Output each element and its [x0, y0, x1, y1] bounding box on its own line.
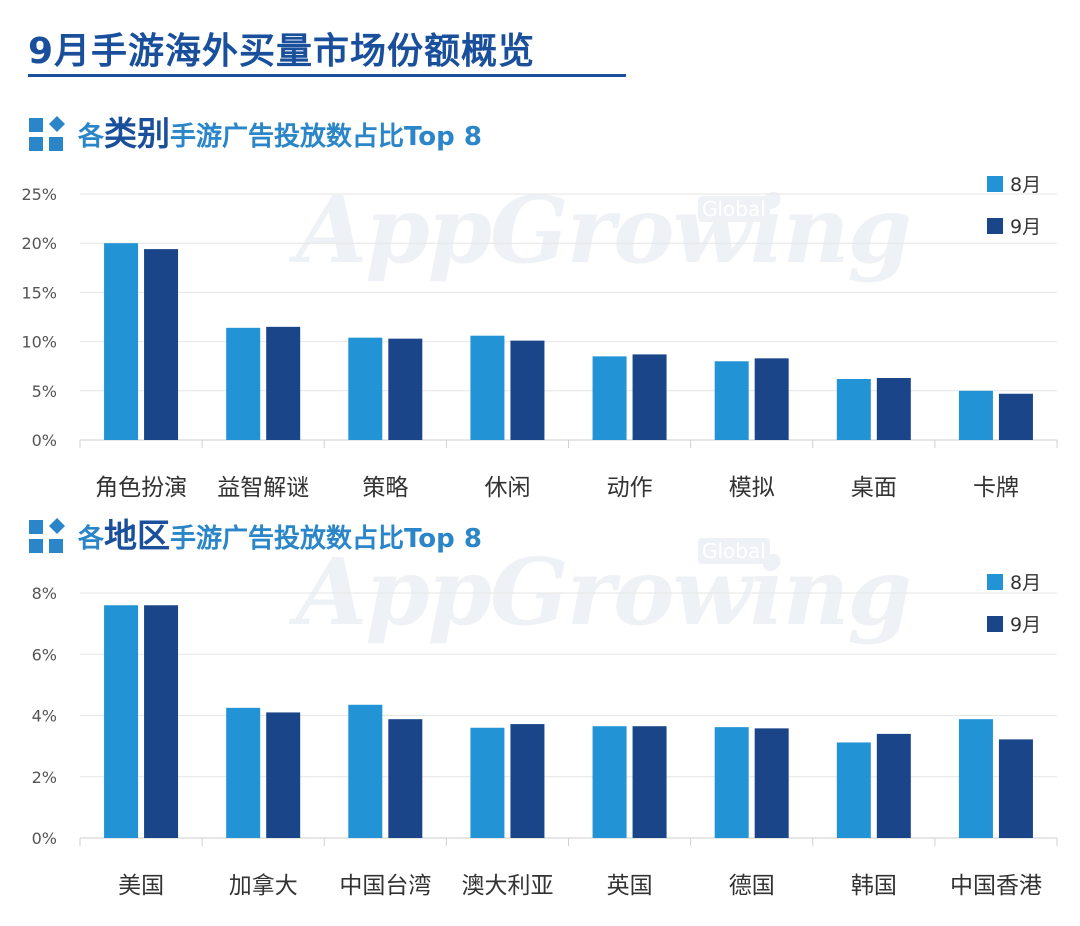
x-tick-label: 加拿大	[229, 872, 298, 899]
y-tick-label: 20%	[21, 234, 57, 253]
watermark-badge: Global	[698, 196, 770, 222]
section-keyword: 类别	[104, 114, 171, 153]
bar-sep	[510, 724, 545, 838]
legend-label: 9月	[1010, 216, 1041, 238]
x-tick-label: 卡牌	[973, 475, 1019, 501]
legend-label: 8月	[1010, 174, 1041, 196]
y-tick-label: 0%	[32, 829, 57, 848]
x-tick-label: 德国	[729, 873, 775, 899]
section-prefix: 各	[78, 122, 105, 152]
x-tick-label: 桌面	[851, 475, 897, 501]
bar-sep	[388, 719, 423, 838]
x-tick-label: 益智解谜	[217, 475, 309, 501]
title-underline	[28, 74, 626, 77]
watermark: AppGrowing	[296, 538, 912, 646]
bar-sep	[754, 728, 789, 838]
bar-aug	[470, 335, 505, 440]
x-tick-label: 中国香港	[950, 873, 1042, 899]
x-tick-label: 模拟	[729, 475, 775, 501]
page-title: 9月手游海外买量市场份额概览	[28, 31, 536, 72]
bar-sep	[510, 340, 545, 440]
bar-sep	[266, 712, 301, 838]
x-tick-label: 澳大利亚	[461, 873, 553, 899]
x-tick-label: 休闲	[484, 475, 530, 501]
legend-swatch	[987, 218, 1003, 234]
y-tick-label: 5%	[32, 382, 57, 401]
legend-swatch	[987, 574, 1003, 590]
legend-label: 8月	[1010, 572, 1041, 594]
bar-aug	[226, 327, 261, 440]
x-tick-label: 中国台湾	[339, 873, 431, 899]
y-tick-label: 0%	[32, 431, 57, 450]
y-tick-label: 25%	[21, 185, 57, 204]
bar-aug	[470, 727, 505, 838]
y-tick-label: 2%	[32, 768, 57, 787]
bar-aug	[836, 378, 871, 440]
grid-icon	[29, 518, 65, 553]
bar-aug	[592, 726, 627, 838]
bar-aug	[348, 337, 383, 440]
y-tick-label: 6%	[32, 645, 57, 664]
legend-swatch	[987, 176, 1003, 192]
bar-sep	[632, 354, 667, 440]
bar-aug	[836, 742, 871, 838]
section-prefix: 各	[78, 524, 105, 554]
bar-sep	[632, 726, 667, 838]
bar-aug	[714, 361, 749, 440]
legend-swatch	[987, 616, 1003, 632]
bar-aug	[226, 707, 261, 838]
bar-aug	[958, 719, 993, 838]
y-tick-label: 4%	[32, 707, 57, 726]
x-tick-label: 动作	[607, 475, 653, 501]
bar-sep	[998, 739, 1033, 838]
x-tick-label: 韩国	[851, 873, 897, 899]
bar-sep	[144, 605, 179, 838]
bar-aug	[104, 243, 139, 440]
x-tick-label: 策略	[362, 475, 408, 501]
section-subtitle: 手游广告投放数占比Top 8	[170, 524, 482, 554]
x-tick-label: 角色扮演	[95, 475, 187, 501]
legend-label: 9月	[1010, 614, 1041, 636]
section-subtitle: 手游广告投放数占比Top 8	[170, 122, 482, 152]
x-tick-label: 英国	[607, 873, 653, 899]
bar-sep	[388, 338, 423, 440]
y-tick-label: 8%	[32, 584, 57, 603]
watermark-badge: Global	[698, 538, 770, 564]
bar-aug	[348, 704, 383, 838]
bar-aug	[958, 390, 993, 440]
region-bar-chart: 0% 2% 4% 6% 8% 美国 加拿大 中国台湾 澳大利亚 英国 德国 韩国 中国香港 8月 9月	[32, 572, 1058, 899]
grid-icon	[29, 116, 65, 151]
category-bar-chart: 0% 5% 10% 15% 20% 25% 角色扮演 益智解谜 策略 休闲 动作 模拟 桌面 卡牌 8月 9月	[21, 174, 1058, 501]
bar-sep	[998, 393, 1033, 440]
bar-sep	[266, 326, 301, 440]
y-tick-label: 15%	[21, 283, 57, 302]
bar-sep	[876, 378, 911, 440]
bar-aug	[714, 727, 749, 838]
section-keyword: 地区	[104, 516, 171, 555]
y-tick-label: 10%	[21, 333, 57, 352]
bar-aug	[592, 356, 627, 440]
bar-sep	[144, 249, 179, 440]
bar-sep	[754, 358, 789, 440]
x-tick-label: 美国	[118, 873, 164, 899]
bar-sep	[876, 733, 911, 838]
bar-aug	[104, 605, 139, 838]
